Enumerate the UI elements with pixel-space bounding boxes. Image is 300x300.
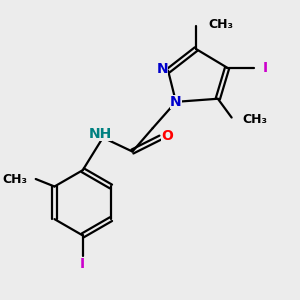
Text: CH₃: CH₃: [2, 172, 27, 185]
Text: I: I: [80, 257, 85, 271]
Text: CH₃: CH₃: [208, 18, 233, 31]
Text: NH: NH: [89, 127, 112, 141]
Text: N: N: [157, 62, 168, 76]
Text: CH₃: CH₃: [242, 112, 268, 126]
Text: O: O: [161, 129, 173, 143]
Text: I: I: [262, 61, 267, 75]
Text: N: N: [170, 95, 182, 109]
